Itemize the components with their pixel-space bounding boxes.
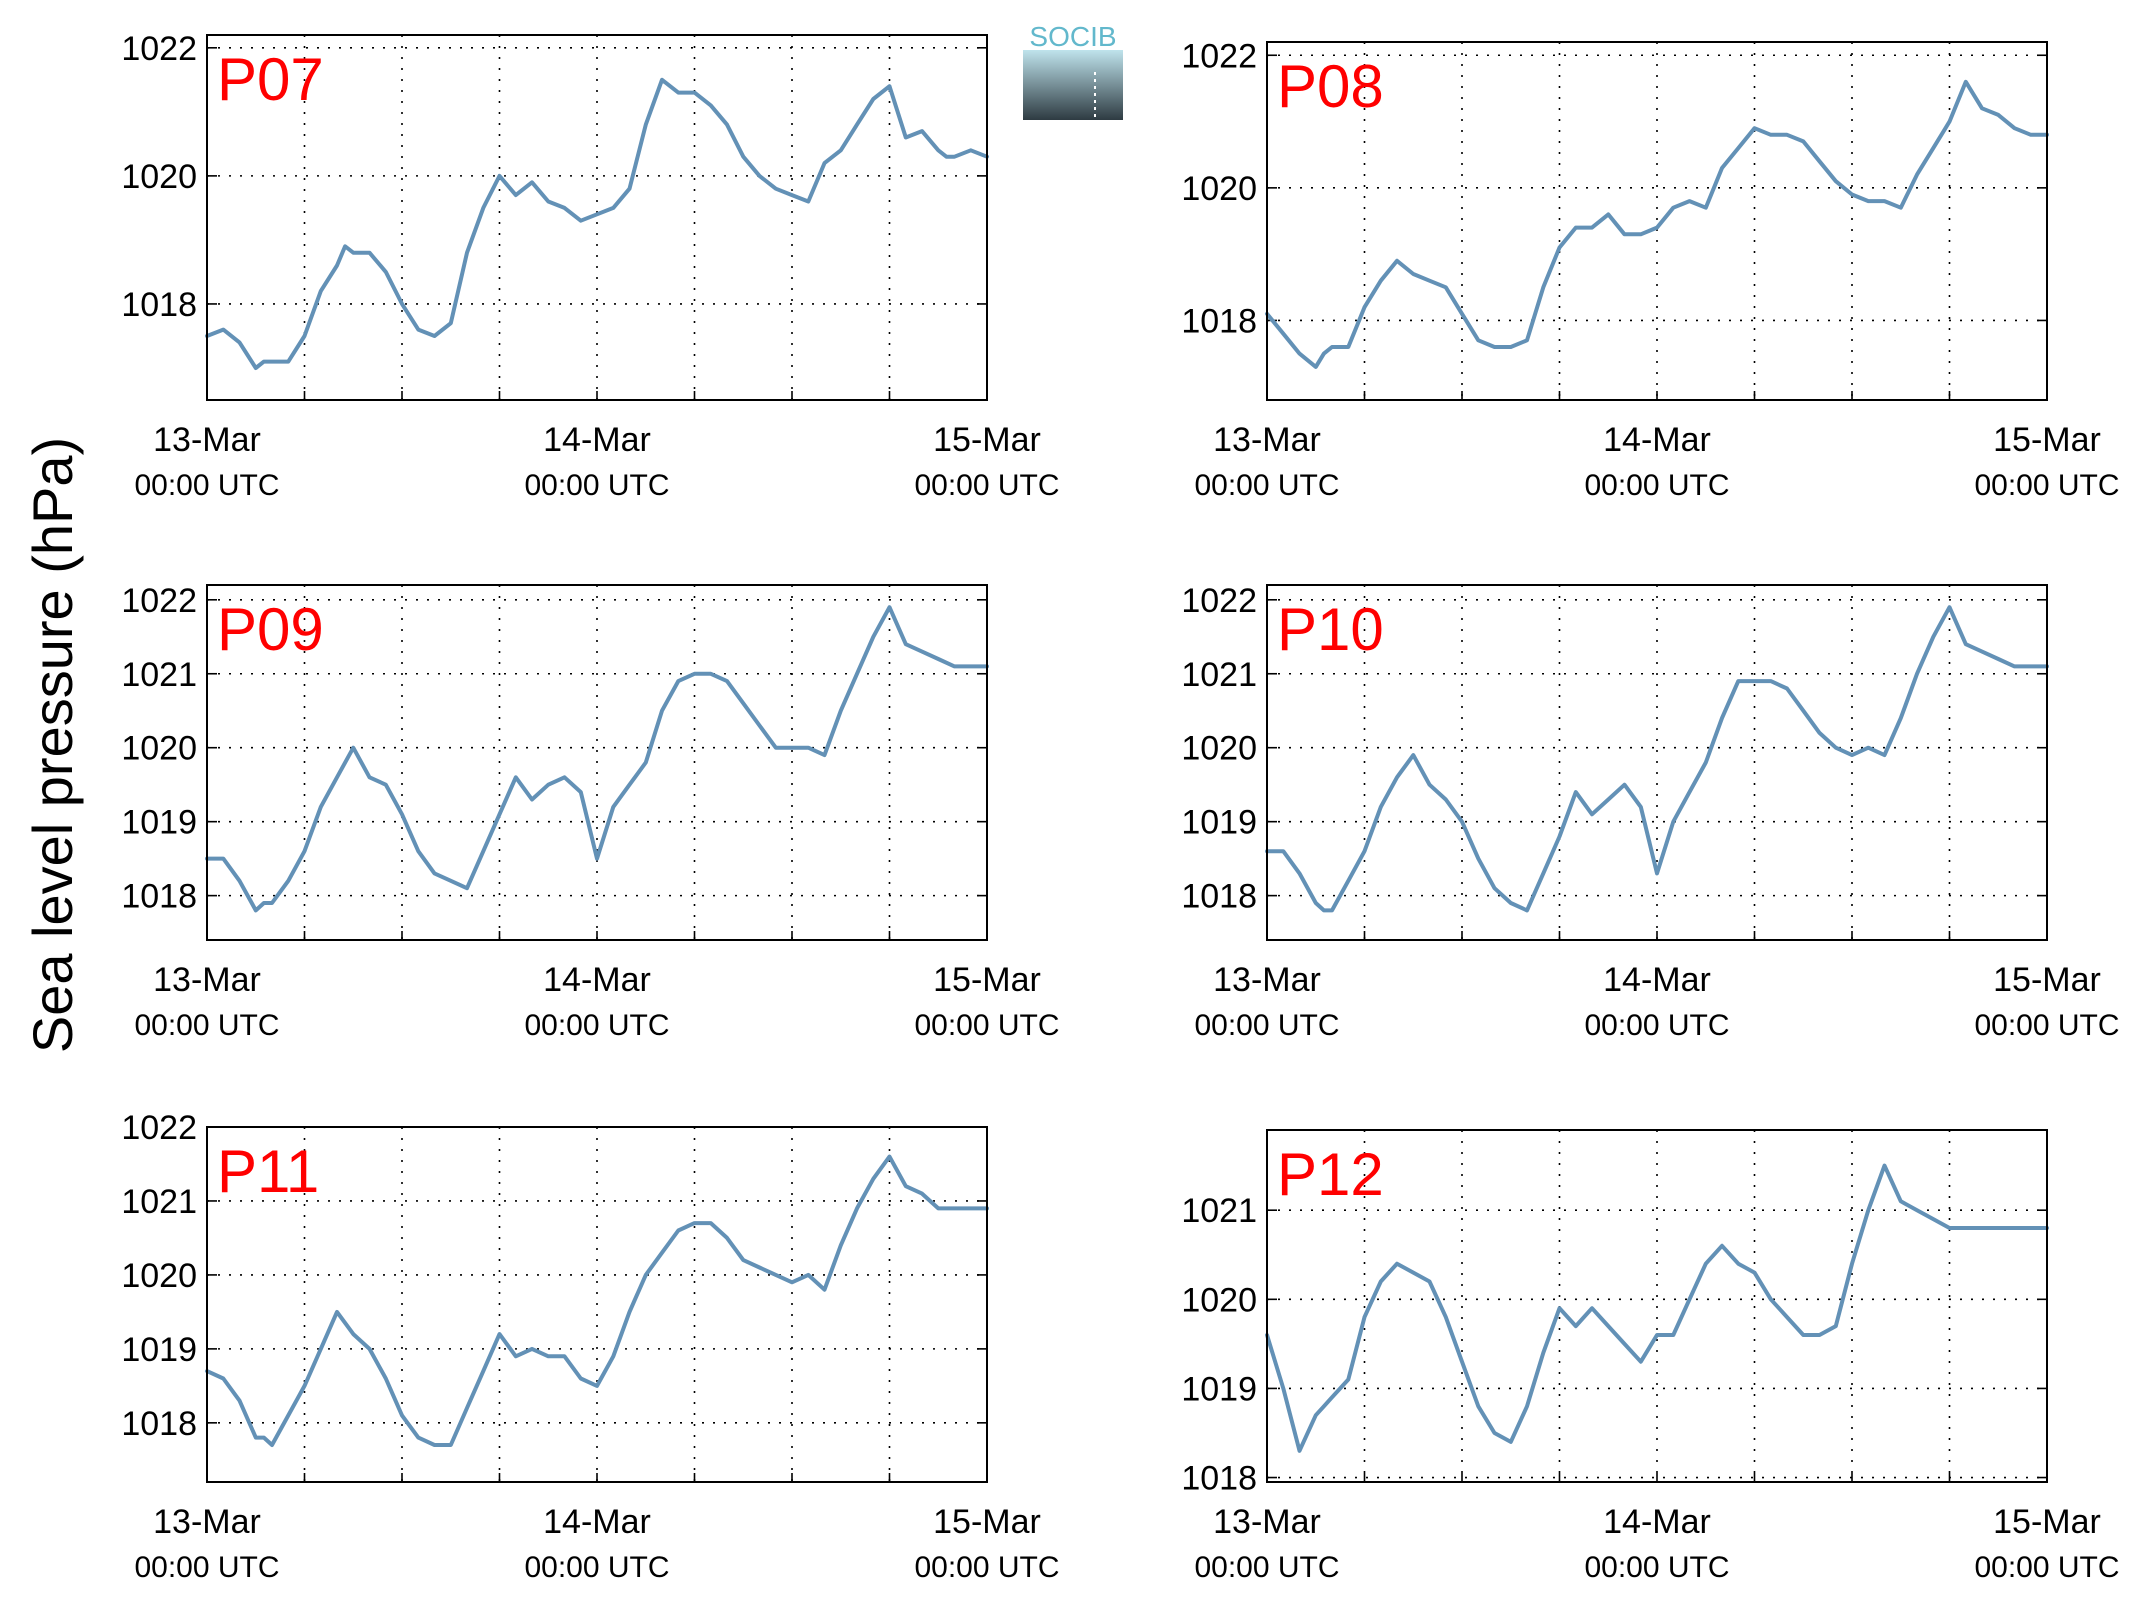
x-tick-date-label: 13-Mar (153, 421, 261, 459)
pressure-series-line (1265, 79, 2049, 369)
logo-text: SOCIB (1029, 21, 1116, 52)
x-tick-date-label: 14-Mar (1603, 421, 1711, 459)
x-tick-date-label: 15-Mar (1993, 421, 2101, 459)
x-tick-time-label: 00:00 UTC (1194, 1551, 1339, 1584)
x-tick-time-label: 00:00 UTC (914, 469, 1059, 502)
pressure-series-line (1265, 1163, 2049, 1453)
y-tick-label: 1019 (1181, 1370, 1257, 1408)
y-tick-label: 1022 (121, 30, 197, 68)
x-tick-date-label: 15-Mar (933, 961, 1041, 999)
y-tick-label: 1019 (121, 1331, 197, 1369)
y-tick-label: 1018 (121, 878, 197, 916)
plot-frame (206, 1126, 988, 1483)
pressure-series-line (205, 1154, 989, 1447)
x-tick-time-label: 00:00 UTC (134, 1551, 279, 1584)
x-tick-time-label: 00:00 UTC (914, 1551, 1059, 1584)
panel-p07: 1018 1020 1022 13-Mar 00:00 UTC 14-Mar 00:00 U… (121, 30, 1059, 502)
y-tick-label: 1018 (121, 286, 197, 324)
socib-logo: SOCIB (1023, 21, 1123, 120)
y-tick-label: 1022 (1181, 582, 1257, 620)
y-tick-label: 1018 (1181, 878, 1257, 916)
panel-p11: 1018 1019 1020 1021 1022 13-Mar 00:00 UTC 14-Ma… (121, 1109, 1059, 1584)
y-tick-label: 1020 (1181, 1281, 1257, 1319)
panel-label: P10 (1277, 596, 1384, 663)
pressure-series-line (205, 605, 989, 913)
panel-p10: 1018 1019 1020 1021 1022 13-Mar 00:00 UTC 14-Ma… (1181, 582, 2119, 1042)
x-tick-date-label: 13-Mar (153, 1503, 261, 1541)
y-tick-label: 1018 (1181, 302, 1257, 340)
x-tick-date-label: 15-Mar (1993, 1503, 2101, 1541)
x-tick-time-label: 00:00 UTC (524, 1551, 669, 1584)
x-tick-date-label: 15-Mar (1993, 961, 2101, 999)
panel-label: P12 (1277, 1141, 1384, 1208)
y-tick-label: 1021 (1181, 656, 1257, 694)
panel-label: P08 (1277, 53, 1384, 120)
y-tick-label: 1021 (121, 1183, 197, 1221)
x-tick-date-label: 15-Mar (933, 1503, 1041, 1541)
panel-p08: 1018 1020 1022 13-Mar 00:00 UTC 14-Mar 00:00 U… (1181, 37, 2119, 502)
y-tick-label: 1019 (1181, 804, 1257, 842)
y-tick-label: 1020 (121, 1257, 197, 1295)
y-tick-label: 1020 (121, 158, 197, 196)
x-tick-time-label: 00:00 UTC (1584, 1009, 1729, 1042)
pressure-series-line (205, 77, 989, 370)
x-tick-date-label: 13-Mar (1213, 421, 1321, 459)
x-tick-time-label: 00:00 UTC (914, 1009, 1059, 1042)
x-tick-date-label: 14-Mar (1603, 1503, 1711, 1541)
plot-frame (206, 584, 988, 941)
x-tick-time-label: 00:00 UTC (134, 1009, 279, 1042)
panel-label: P09 (217, 596, 324, 663)
y-tick-label: 1021 (1181, 1192, 1257, 1230)
panel-p12: 1018 1019 1020 1021 13-Mar 00:00 UTC 14-Mar 00:… (1181, 1129, 2120, 1584)
x-tick-time-label: 00:00 UTC (1974, 1551, 2119, 1584)
x-tick-time-label: 00:00 UTC (1194, 469, 1339, 502)
pressure-series-line (1265, 605, 2049, 913)
panel-p09: 1018 1019 1020 1021 1022 13-Mar 00:00 UTC 14-Ma… (121, 582, 1059, 1042)
panel-label: P07 (217, 46, 324, 113)
x-tick-time-label: 00:00 UTC (1974, 469, 2119, 502)
x-tick-date-label: 14-Mar (543, 961, 651, 999)
x-tick-date-label: 13-Mar (1213, 1503, 1321, 1541)
y-tick-label: 1019 (121, 804, 197, 842)
x-tick-date-label: 13-Mar (153, 961, 261, 999)
x-tick-time-label: 00:00 UTC (1584, 469, 1729, 502)
x-tick-time-label: 00:00 UTC (134, 469, 279, 502)
x-tick-date-label: 15-Mar (933, 421, 1041, 459)
x-tick-date-label: 14-Mar (543, 421, 651, 459)
y-tick-label: 1022 (121, 582, 197, 620)
y-axis-label: Sea level pressure (hPa) (21, 437, 84, 1053)
y-tick-label: 1020 (1181, 730, 1257, 768)
y-tick-label: 1018 (121, 1405, 197, 1443)
x-tick-time-label: 00:00 UTC (1584, 1551, 1729, 1584)
x-tick-date-label: 14-Mar (1603, 961, 1711, 999)
x-tick-time-label: 00:00 UTC (524, 1009, 669, 1042)
y-tick-label: 1022 (1181, 37, 1257, 75)
x-tick-time-label: 00:00 UTC (1194, 1009, 1339, 1042)
x-tick-date-label: 14-Mar (543, 1503, 651, 1541)
y-tick-label: 1020 (1181, 170, 1257, 208)
y-tick-label: 1021 (121, 656, 197, 694)
y-tick-label: 1020 (121, 730, 197, 768)
x-tick-time-label: 00:00 UTC (1974, 1009, 2119, 1042)
plot-frame (1266, 41, 2048, 401)
plot-frame (206, 34, 988, 401)
y-tick-label: 1022 (121, 1109, 197, 1147)
x-tick-time-label: 00:00 UTC (524, 469, 669, 502)
plot-frame (1266, 584, 2048, 941)
y-tick-label: 1018 (1181, 1460, 1257, 1498)
panel-label: P11 (217, 1138, 319, 1205)
plot-frame (1266, 1129, 2048, 1483)
x-tick-date-label: 13-Mar (1213, 961, 1321, 999)
